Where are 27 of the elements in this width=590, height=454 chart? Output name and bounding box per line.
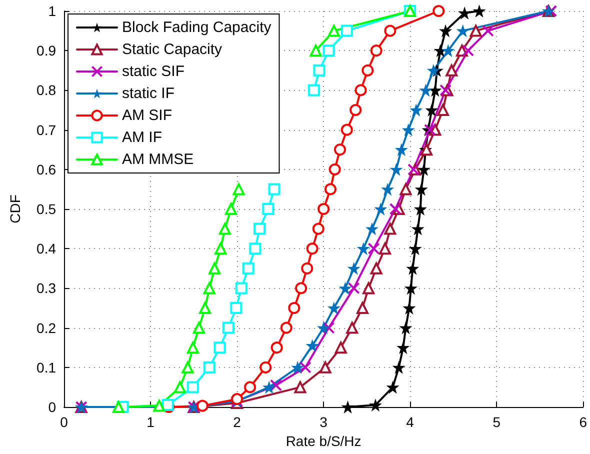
y-tick-label: 0.9 — [36, 42, 56, 59]
x-tick-label: 0 — [60, 414, 68, 430]
y-axis-title: CDF — [7, 194, 23, 224]
y-tick-label: 0.1 — [36, 359, 56, 376]
y-tick-label: 1 — [48, 3, 56, 19]
legend-label: AM IF — [122, 129, 162, 146]
y-tick-label: 0.3 — [36, 280, 56, 296]
legend-label: static IF — [122, 85, 175, 102]
y-tick-label: 0.7 — [36, 122, 56, 138]
y-tick-label: 0.6 — [36, 161, 56, 178]
legend-label: AM MMSE — [122, 151, 194, 168]
y-tick-label: 0.5 — [36, 201, 56, 217]
legend-label: AM SIF — [122, 107, 172, 124]
legend-label: Block Fading Capacity — [122, 19, 272, 36]
x-tick-label: 4 — [406, 414, 414, 430]
x-tick-label: 2 — [233, 414, 242, 430]
y-tick-label: 0 — [48, 399, 56, 415]
y-tick-label: 0.4 — [36, 240, 56, 257]
x-tick-label: 1 — [146, 414, 155, 430]
x-tick-label: 6 — [579, 414, 588, 430]
x-axis-title: Rate b/S/Hz — [286, 432, 362, 449]
x-tick-label: 3 — [320, 414, 328, 430]
legend-label: Static Capacity — [122, 41, 223, 58]
y-tick-label: 0.8 — [36, 82, 56, 98]
legend-label: static SIF — [122, 63, 185, 80]
x-tick-label: 5 — [492, 414, 501, 430]
y-tick-label: 0.2 — [36, 320, 56, 336]
